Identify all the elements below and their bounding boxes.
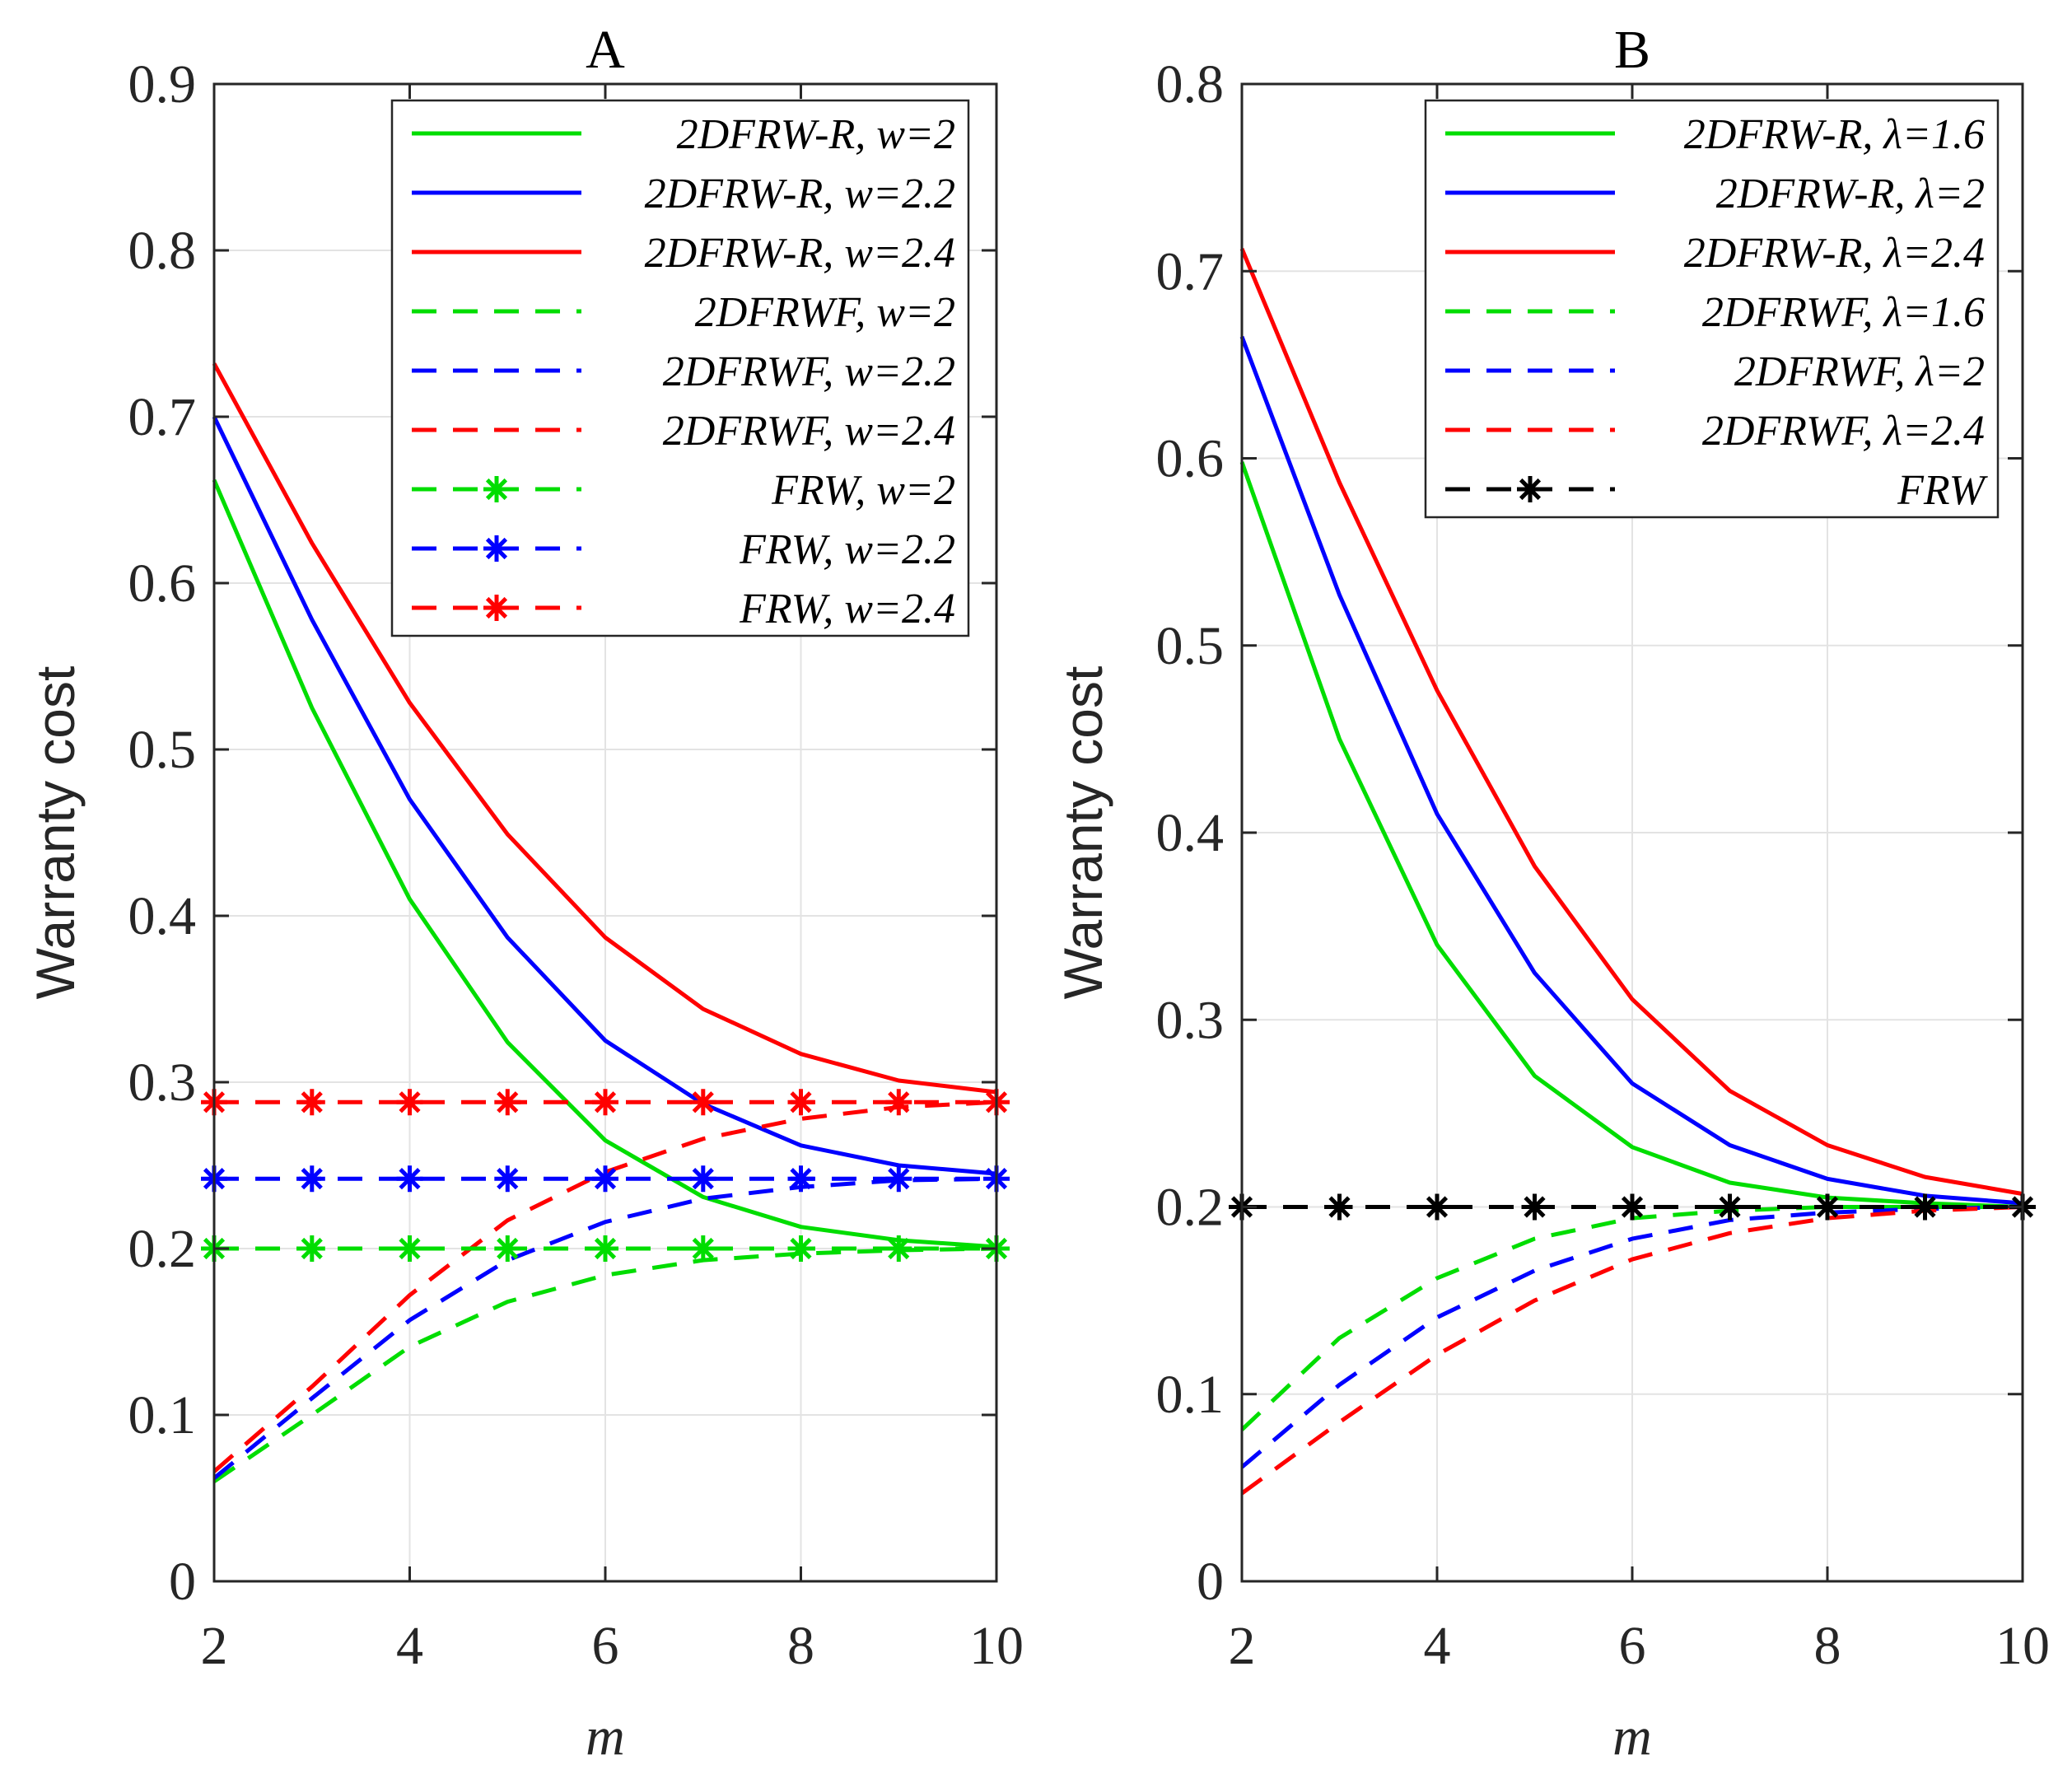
data-point-marker: [494, 1235, 521, 1262]
x-tick-label: 10: [1995, 1616, 2050, 1676]
x-axis-label: m: [586, 1706, 625, 1767]
y-tick-label: 0.8: [1156, 54, 1225, 114]
x-tick-label: 8: [1814, 1616, 1841, 1676]
data-point-marker: [1521, 1193, 1548, 1221]
data-point-marker: [689, 1235, 716, 1262]
legend-marker-sample: [1517, 476, 1543, 502]
data-point-marker: [1424, 1193, 1450, 1221]
y-tick-label: 0.7: [1156, 241, 1225, 301]
data-point-marker: [396, 1165, 423, 1193]
data-point-marker: [1326, 1193, 1353, 1221]
data-point-marker: [396, 1089, 423, 1116]
legend-label: 2DFRW-R, w=2.4: [645, 230, 955, 277]
data-point-marker: [787, 1235, 814, 1262]
x-tick-label: 6: [592, 1616, 619, 1676]
legend-box: [1424, 99, 2000, 519]
data-point-marker: [592, 1165, 618, 1193]
y-tick-label: 0.9: [128, 54, 197, 114]
legend-label: FRW: [1897, 467, 1989, 514]
y-axis-label: Warranty cost: [1052, 666, 1113, 1000]
legend-label: FRW, w=2: [771, 467, 955, 514]
legend-label: 2DFRWF, w=2: [695, 289, 955, 336]
legend-label: 2DFRWF, w=2.2: [663, 348, 955, 395]
series-line: [1239, 461, 2023, 1209]
y-tick-label: 0.3: [128, 1053, 197, 1113]
legend-label: 2DFRW-R, w=2.2: [645, 170, 955, 217]
y-tick-label: 0: [169, 1552, 196, 1612]
legend-label: 2DFRWF, λ=2.4: [1702, 408, 1985, 455]
data-point-marker: [1619, 1193, 1645, 1221]
y-tick-label: 0.4: [128, 886, 197, 946]
y-tick-label: 0.4: [1156, 803, 1225, 863]
series-line: [212, 1246, 997, 1483]
x-tick-label: 8: [787, 1616, 814, 1676]
x-tick-label: 6: [1619, 1616, 1646, 1676]
legend-label: 2DFRWF, λ=1.6: [1702, 289, 1985, 336]
y-tick-label: 0.7: [128, 387, 197, 447]
y-tick-label: 0.1: [128, 1385, 197, 1445]
x-tick-label: 2: [201, 1616, 228, 1676]
series-line: [212, 362, 997, 1095]
data-point-marker: [787, 1089, 814, 1116]
data-point-marker: [298, 1089, 325, 1116]
x-tick-label: 2: [1229, 1616, 1256, 1676]
data-point-marker: [1911, 1193, 1939, 1221]
legend-label: 2DFRWF, λ=2: [1734, 348, 1985, 395]
legend: 2DFRW-R, λ=1.6 2DFRW-R, λ=2 2DFRW-R, λ=2.4…: [1424, 99, 2000, 519]
y-tick-label: 0.2: [128, 1219, 197, 1279]
y-tick-label: 0.3: [1156, 990, 1225, 1050]
legend-label: 2DFRW-R, λ=1.6: [1684, 111, 1985, 158]
y-tick-label: 0: [1197, 1552, 1224, 1612]
y-tick-label: 0.6: [128, 553, 197, 614]
legend-marker-sample: [483, 476, 510, 502]
data-point-marker: [689, 1165, 716, 1193]
data-point-marker: [592, 1089, 618, 1116]
series-line: [1239, 335, 2023, 1206]
series-line: [1239, 248, 2023, 1197]
data-point-marker: [592, 1235, 618, 1262]
legend-label: 2DFRW-R, w=2: [677, 111, 955, 158]
series-line: [1240, 1205, 2023, 1496]
y-tick-label: 0.5: [128, 720, 197, 780]
x-axis-label: m: [1612, 1706, 1652, 1767]
panel-a: 2 4 6 8 10 0 0.1 0.2 0.3 0.4 0.5 0.6 0.7 0.8 0.9 Am Warr…: [25, 20, 1024, 1767]
y-tick-label: 0.2: [1156, 1178, 1225, 1238]
panel-b: 2 4 6 8 10 0 0.1 0.2 0.3 0.4 0.5 0.6 0.7 0.8 Bm Warrant…: [1052, 20, 2050, 1767]
y-tick-label: 0.5: [1156, 616, 1225, 676]
data-point-marker: [689, 1089, 716, 1116]
series-line: [1240, 1205, 2023, 1469]
data-point-marker: [298, 1165, 325, 1193]
panel-title: A: [586, 20, 625, 80]
legend-label: FRW, w=2.2: [739, 526, 955, 573]
data-point-marker: [494, 1165, 521, 1193]
data-point-marker: [885, 1089, 912, 1116]
y-tick-label: 0.1: [1156, 1365, 1225, 1425]
data-point-marker: [298, 1235, 325, 1262]
data-point-marker: [885, 1165, 912, 1193]
legend-marker-sample: [483, 595, 510, 621]
data-point-marker: [1716, 1193, 1743, 1221]
series-line: [212, 479, 997, 1249]
series-line: [212, 1176, 997, 1480]
legend: 2DFRW-R, w=2 2DFRW-R, w=2.2 2DFRW-R, w=2.4…: [390, 99, 970, 637]
legend-label: 2DFRW-R, λ=2: [1716, 170, 1985, 217]
data-point-marker: [396, 1235, 423, 1262]
legend-label: 2DFRWF, w=2.4: [663, 408, 955, 455]
legend-label: 2DFRW-R, λ=2.4: [1684, 230, 1985, 277]
legend-label: FRW, w=2.4: [739, 586, 955, 633]
y-axis-label: Warranty cost: [25, 666, 86, 1000]
series-line: [212, 415, 997, 1176]
data-point-marker: [787, 1165, 814, 1193]
x-tick-label: 4: [1424, 1616, 1451, 1676]
y-tick-label: 0.8: [128, 221, 197, 281]
x-tick-label: 4: [396, 1616, 423, 1676]
x-tick-label: 10: [969, 1616, 1024, 1676]
y-tick-label: 0.6: [1156, 429, 1225, 489]
panel-title: B: [1614, 20, 1650, 80]
data-point-marker: [885, 1235, 912, 1262]
legend-marker-sample: [483, 535, 510, 562]
data-point-marker: [494, 1089, 521, 1116]
data-point-marker: [1814, 1193, 1841, 1221]
